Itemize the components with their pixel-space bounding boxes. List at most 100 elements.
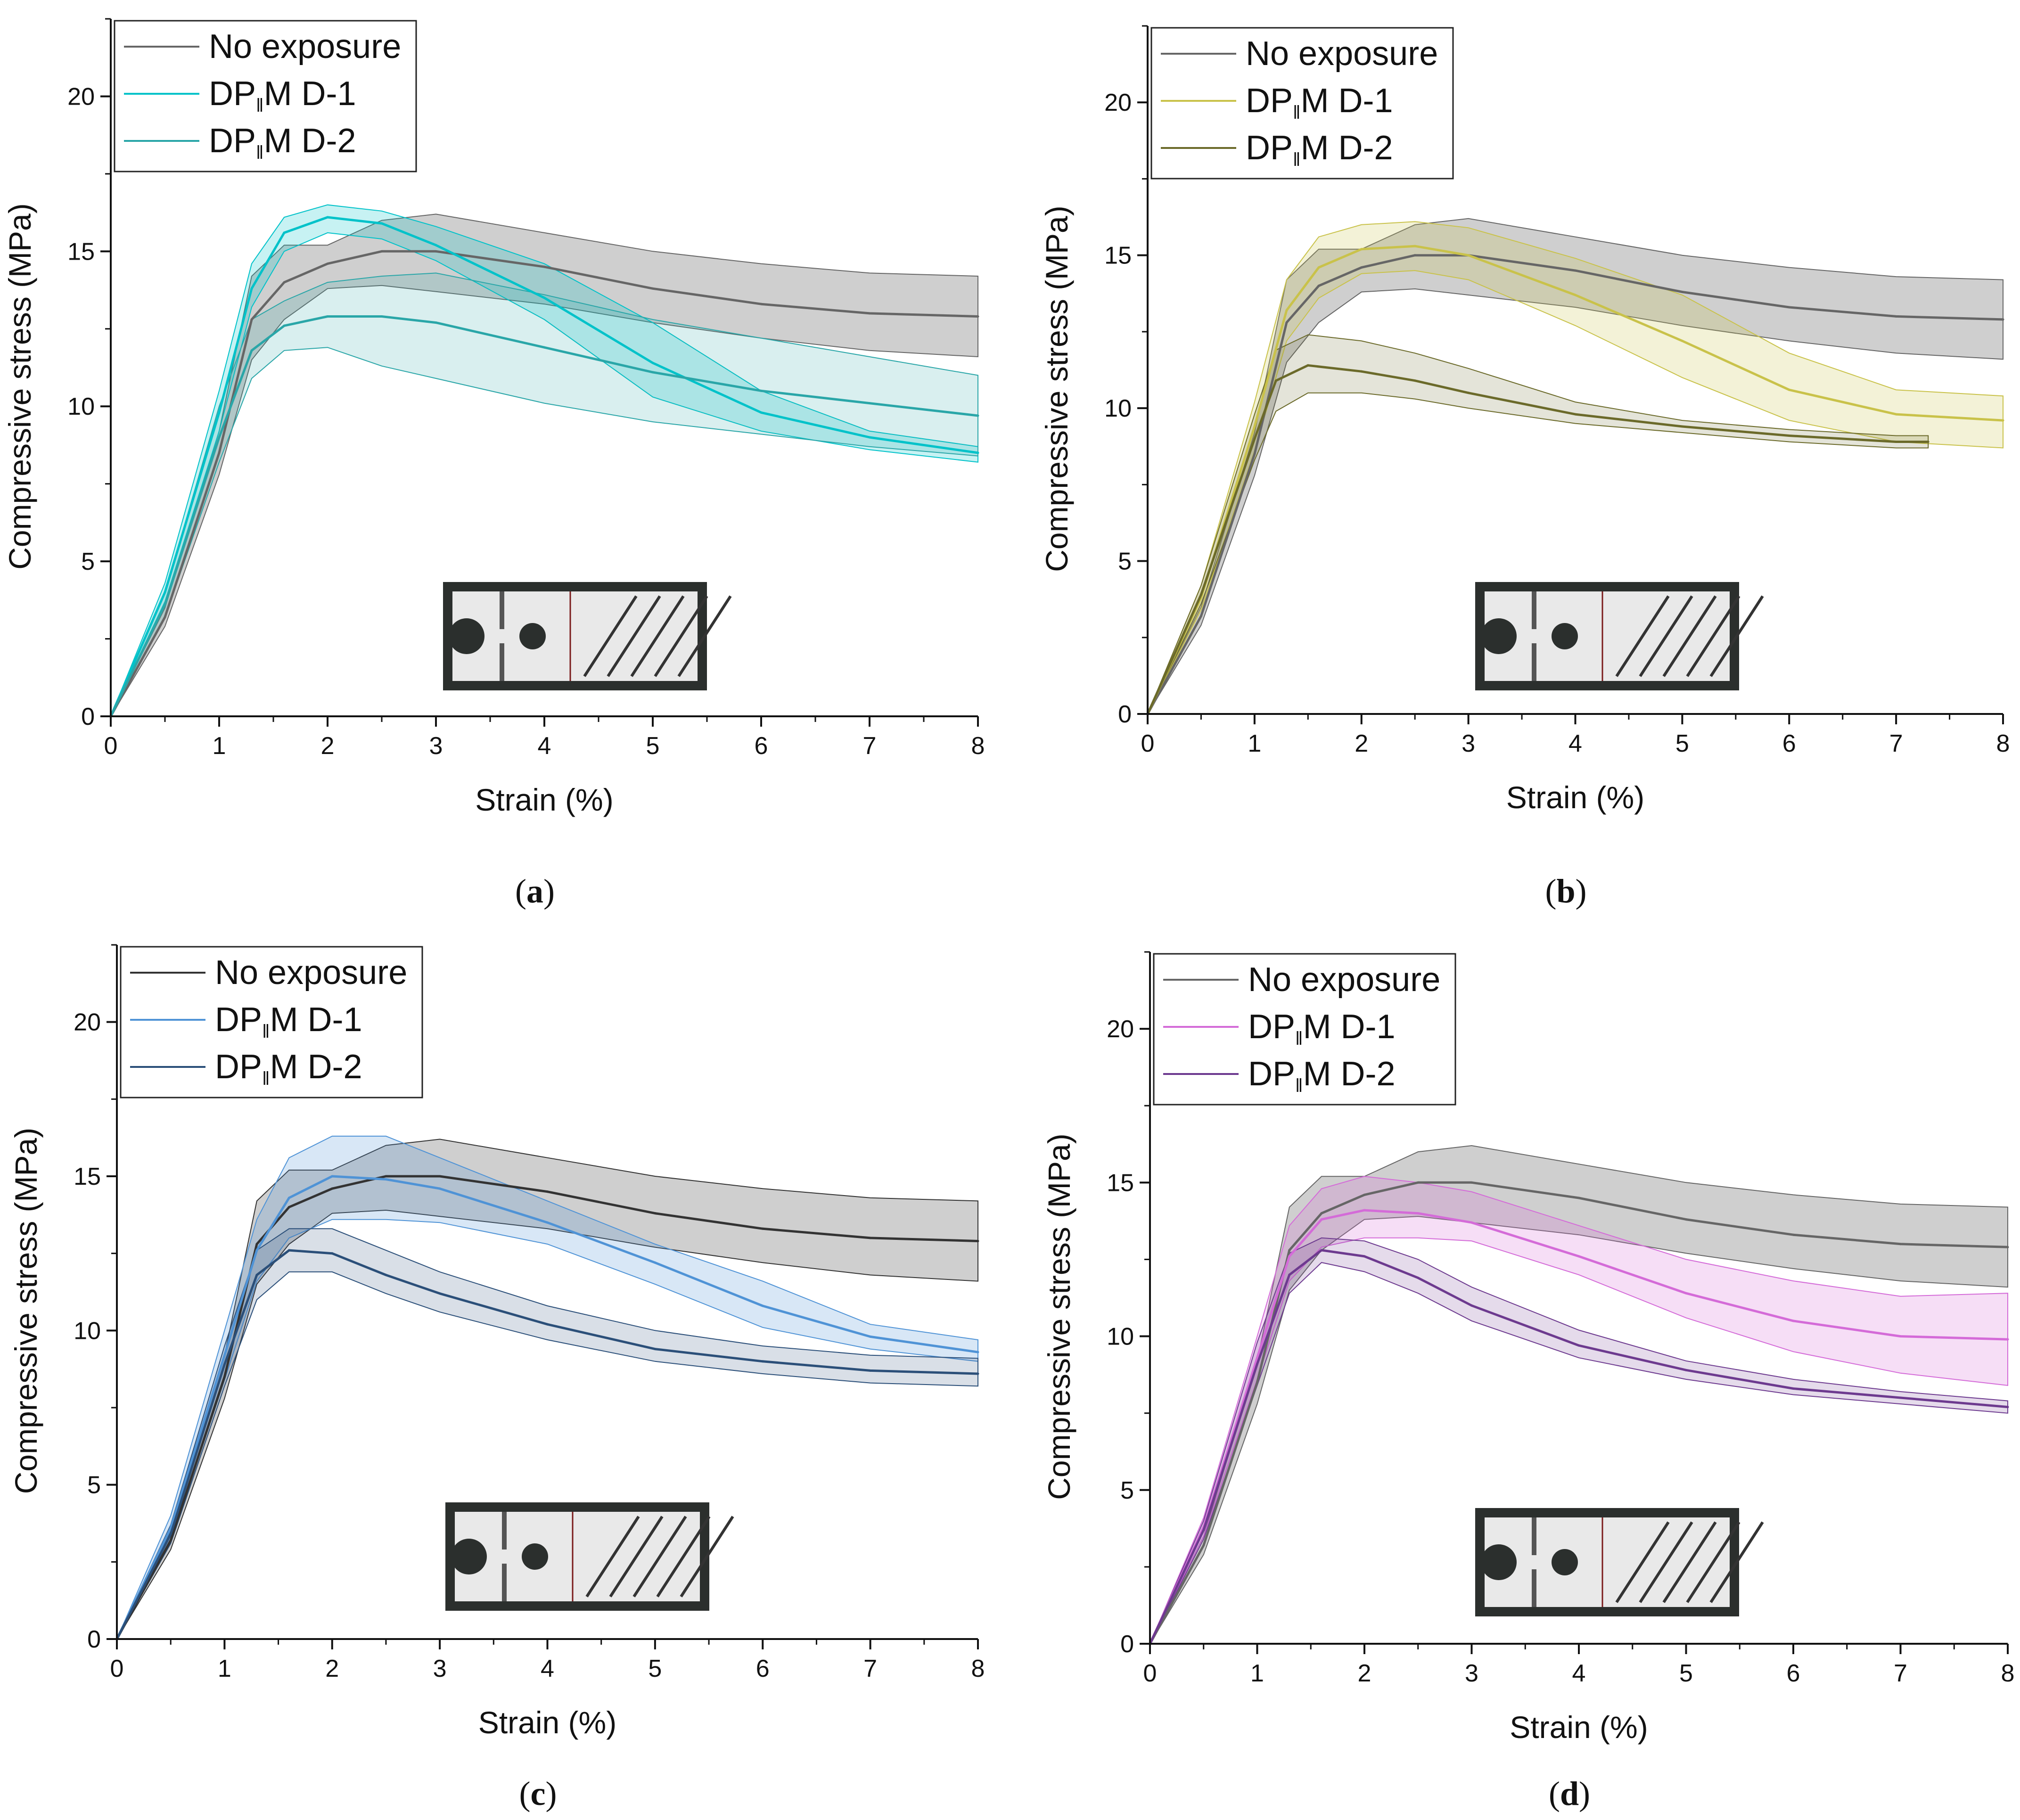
data-point-a-2-7 bbox=[435, 321, 437, 324]
y-tick-label: 20 bbox=[74, 1009, 101, 1036]
data-point-d-2-5 bbox=[1363, 1255, 1366, 1258]
x-tick-label: 3 bbox=[1462, 730, 1475, 757]
data-point-d-0-3 bbox=[1288, 1249, 1291, 1252]
specimen-strut bbox=[1532, 591, 1536, 629]
data-point-b-0-8 bbox=[1574, 269, 1577, 272]
specimen-strut bbox=[502, 1512, 507, 1549]
specimen-hole bbox=[519, 623, 546, 649]
data-point-b-2-1 bbox=[1199, 593, 1202, 596]
legend-entry: No exposure bbox=[1246, 35, 1438, 73]
legend-entry: DP‖M D-2 bbox=[215, 1048, 362, 1089]
data-point-d-1-10 bbox=[1792, 1320, 1795, 1322]
y-tick-label: 15 bbox=[1107, 1169, 1134, 1197]
data-point-a-1-4 bbox=[283, 231, 286, 234]
specimen-hole bbox=[522, 1543, 548, 1570]
x-tick-label: 7 bbox=[863, 1655, 877, 1682]
data-point-c-2-3 bbox=[255, 1273, 258, 1276]
chart-panel-c: 0 1 2 3 4 5 6 7 8 0 5 10 15 20 Strain (%) Compressive s… bbox=[8, 944, 985, 1812]
x-tick-label: 3 bbox=[433, 1655, 447, 1682]
specimen-inset bbox=[443, 582, 732, 690]
data-point-c-2-11 bbox=[869, 1369, 872, 1372]
data-point-b-0-9 bbox=[1681, 291, 1683, 294]
specimen-strut bbox=[500, 591, 504, 629]
data-point-c-0-9 bbox=[654, 1212, 657, 1215]
data-point-c-2-5 bbox=[331, 1252, 334, 1255]
x-tick-label: 4 bbox=[1572, 1660, 1586, 1687]
data-point-d-0-6 bbox=[1417, 1181, 1420, 1184]
specimen-notch bbox=[1481, 618, 1517, 654]
data-point-d-2-2 bbox=[1256, 1362, 1258, 1365]
specimen-diagonal bbox=[1662, 1521, 1717, 1603]
data-point-d-2-9 bbox=[1685, 1369, 1687, 1371]
y-tick-label: 0 bbox=[1120, 1631, 1134, 1658]
data-point-c-1-4 bbox=[287, 1197, 290, 1199]
data-point-d-0-11 bbox=[1899, 1243, 1902, 1246]
data-point-d-1-9 bbox=[1685, 1292, 1687, 1295]
data-point-d-0-12 bbox=[2006, 1246, 2009, 1248]
legend-entry: No exposure bbox=[1248, 961, 1440, 999]
x-tick-label: 1 bbox=[218, 1655, 231, 1682]
data-point-d-0-7 bbox=[1470, 1181, 1473, 1184]
data-point-b-1-5 bbox=[1360, 248, 1363, 251]
legend-entry: DP‖M D-1 bbox=[1246, 82, 1393, 123]
data-point-b-2-2 bbox=[1253, 437, 1256, 440]
y-tick-label: 10 bbox=[1104, 395, 1132, 422]
x-axis-title: Strain (%) bbox=[1506, 780, 1644, 815]
specimen-diagonal bbox=[607, 595, 661, 677]
data-point-c-1-3 bbox=[255, 1249, 258, 1252]
data-point-c-1-8 bbox=[546, 1221, 549, 1224]
data-point-c-0-8 bbox=[546, 1190, 549, 1193]
data-point-b-2-7 bbox=[1467, 392, 1470, 394]
data-point-b-1-7 bbox=[1467, 254, 1470, 257]
data-point-b-0-12 bbox=[2002, 318, 2004, 321]
data-point-b-2-11 bbox=[1895, 440, 1897, 443]
data-point-c-2-6 bbox=[385, 1273, 387, 1276]
data-point-d-1-7 bbox=[1470, 1221, 1473, 1224]
specimen-diagonal bbox=[583, 595, 638, 677]
y-tick-label: 0 bbox=[87, 1626, 101, 1653]
data-point-c-0-7 bbox=[438, 1175, 441, 1178]
data-point-b-1-2 bbox=[1253, 425, 1256, 428]
data-point-c-0-1 bbox=[169, 1539, 172, 1542]
y-tick-label: 10 bbox=[67, 393, 95, 420]
data-point-b-0-6 bbox=[1413, 254, 1416, 257]
y-axis-title: Compressive stress (MPa) bbox=[2, 203, 37, 569]
data-point-d-0-9 bbox=[1685, 1218, 1687, 1221]
specimen-diagonal bbox=[632, 1516, 687, 1598]
data-point-c-1-12 bbox=[977, 1351, 979, 1353]
data-point-c-0-2 bbox=[223, 1376, 226, 1378]
x-tick-label: 8 bbox=[2001, 1660, 2015, 1687]
data-point-a-1-2 bbox=[218, 411, 221, 414]
data-point-c-0-3 bbox=[255, 1243, 258, 1246]
specimen-hole bbox=[1552, 1549, 1578, 1575]
x-tick-label: 6 bbox=[1782, 730, 1796, 757]
y-axis-title: Compressive stress (MPa) bbox=[1039, 205, 1074, 572]
data-point-b-0-3 bbox=[1285, 321, 1288, 324]
data-point-a-2-1 bbox=[164, 603, 166, 606]
data-point-d-1-3 bbox=[1288, 1255, 1291, 1258]
specimen-notch bbox=[451, 1539, 487, 1574]
data-point-c-2-7 bbox=[438, 1292, 441, 1295]
x-tick-label: 2 bbox=[1355, 730, 1368, 757]
x-tick-label: 0 bbox=[104, 732, 118, 760]
y-axis-title: Compressive stress (MPa) bbox=[1042, 1133, 1076, 1500]
data-point-b-1-4 bbox=[1317, 266, 1320, 269]
chart-panel-b: 0 1 2 3 4 5 6 7 8 0 5 10 15 20 Strain (%) Compressive s… bbox=[1039, 25, 2010, 910]
data-point-a-2-11 bbox=[868, 402, 871, 405]
data-point-c-1-6 bbox=[385, 1178, 387, 1181]
data-point-b-2-5 bbox=[1360, 370, 1363, 373]
chart-panel-d: 0 1 2 3 4 5 6 7 8 0 5 10 15 20 Strain (%) Compressive s… bbox=[1042, 951, 2015, 1812]
legend-entry: DP‖M D-1 bbox=[215, 1001, 362, 1042]
specimen-strut bbox=[500, 643, 504, 681]
panel-label: (b) bbox=[1545, 872, 1586, 910]
data-point-d-0-8 bbox=[1577, 1197, 1580, 1199]
x-tick-label: 0 bbox=[110, 1655, 124, 1682]
data-point-a-2-5 bbox=[326, 315, 329, 318]
y-tick-label: 10 bbox=[74, 1317, 101, 1345]
specimen-strut bbox=[1532, 1569, 1536, 1607]
x-tick-label: 5 bbox=[1679, 1660, 1693, 1687]
x-tick-label: 0 bbox=[1143, 1660, 1157, 1687]
panel-label: (d) bbox=[1549, 1775, 1590, 1812]
data-point-c-2-2 bbox=[223, 1363, 226, 1366]
x-tick-label: 4 bbox=[1568, 730, 1582, 757]
